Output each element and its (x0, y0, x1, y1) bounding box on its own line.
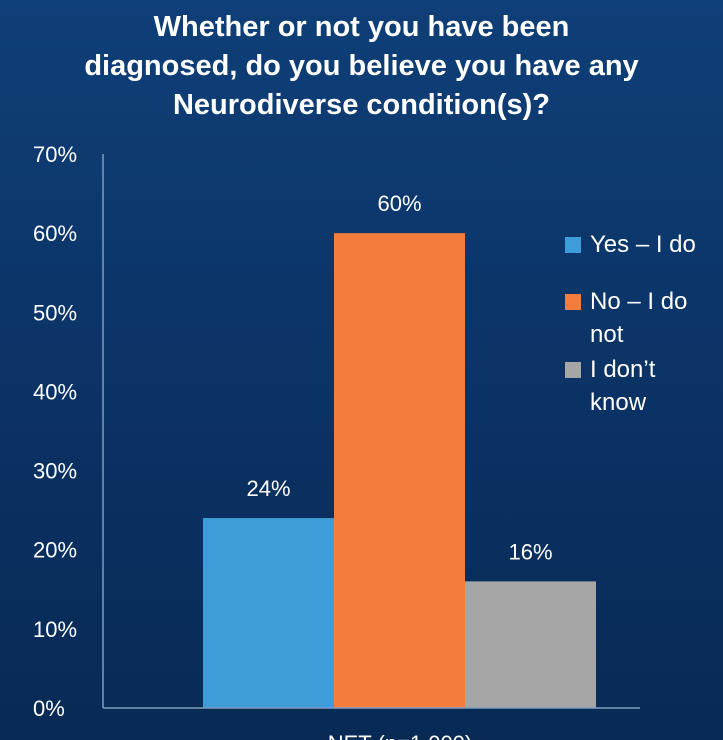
x-category-label: NET (n=1,000) (328, 731, 473, 740)
y-tick-label: 60% (33, 221, 77, 246)
legend-label-dont-know-line-2: know (590, 389, 647, 416)
y-tick-label: 70% (33, 142, 77, 167)
legend-swatch-yes (565, 237, 581, 253)
bar-value-label-1: 24% (246, 476, 290, 501)
bar-1 (203, 518, 334, 708)
data-labels: 24% 60% 16% (246, 191, 552, 564)
y-tick-label: 40% (33, 379, 77, 404)
bar-value-label-3: 16% (508, 539, 552, 564)
bar-value-label-2: 60% (377, 191, 421, 216)
chart-title-line-1: Whether or not you have been (153, 11, 570, 43)
chart-title-line-3: Neurodiverse condition(s)? (172, 89, 551, 121)
legend-swatch-dont-know (565, 362, 581, 378)
legend-item-yes: Yes – I do (565, 228, 715, 261)
chart-title: Whether or not you have been diagnosed, … (0, 8, 723, 125)
bar-3 (465, 581, 596, 708)
y-tick-label: 30% (33, 459, 77, 484)
y-tick-label: 0% (33, 696, 65, 721)
y-tick-label: 10% (33, 617, 77, 642)
legend-item-no: No – I do not (565, 285, 715, 351)
chart-title-line-2: diagnosed, do you believe you have any (84, 50, 639, 82)
y-tick-label: 50% (33, 300, 77, 325)
legend-label-dont-know-line-1: I don’t (590, 356, 656, 383)
legend-label-no-line-2: not (590, 321, 624, 348)
legend-item-dont-know: I don’t know (565, 353, 715, 419)
legend-swatch-no (565, 294, 581, 310)
y-axis-ticks: 0% 10% 20% 30% 40% 50% 60% 70% (33, 142, 77, 721)
legend: Yes – I do No – I do not I don’t know (565, 228, 715, 421)
y-tick-label: 20% (33, 538, 77, 563)
bars (203, 233, 596, 708)
legend-label-yes-line-1: Yes – I do (590, 231, 696, 258)
legend-label-no-line-1: No – I do (590, 288, 688, 315)
bar-2 (334, 233, 465, 708)
